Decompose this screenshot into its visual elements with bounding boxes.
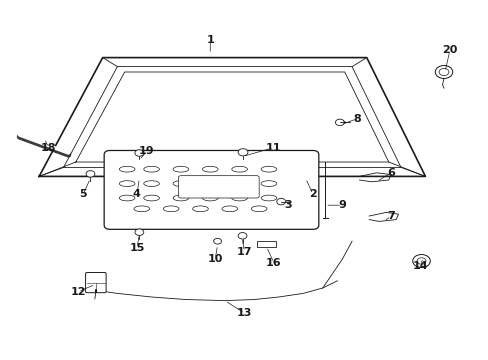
FancyBboxPatch shape — [85, 273, 106, 293]
Ellipse shape — [143, 181, 159, 186]
Ellipse shape — [261, 195, 276, 201]
Ellipse shape — [231, 181, 247, 186]
Circle shape — [412, 255, 429, 267]
Text: 19: 19 — [139, 146, 154, 156]
Text: 1: 1 — [206, 35, 214, 45]
Ellipse shape — [119, 195, 135, 201]
Ellipse shape — [202, 181, 218, 186]
Circle shape — [438, 68, 448, 76]
Text: 9: 9 — [338, 200, 346, 210]
Circle shape — [335, 119, 344, 126]
Ellipse shape — [192, 206, 208, 212]
Circle shape — [86, 171, 95, 177]
Text: 12: 12 — [70, 287, 86, 297]
Ellipse shape — [202, 195, 218, 201]
Text: 14: 14 — [412, 261, 427, 271]
Circle shape — [238, 149, 247, 156]
Ellipse shape — [173, 195, 188, 201]
FancyBboxPatch shape — [104, 150, 318, 229]
Ellipse shape — [134, 206, 149, 212]
Circle shape — [416, 258, 425, 264]
Ellipse shape — [163, 206, 179, 212]
Ellipse shape — [143, 195, 159, 201]
Text: 3: 3 — [284, 200, 292, 210]
Ellipse shape — [222, 206, 237, 212]
Text: 2: 2 — [308, 189, 316, 199]
Ellipse shape — [251, 206, 266, 212]
Circle shape — [135, 229, 143, 235]
Text: 17: 17 — [236, 247, 252, 257]
Text: 8: 8 — [352, 114, 360, 124]
Text: 4: 4 — [133, 189, 141, 199]
Ellipse shape — [143, 166, 159, 172]
Circle shape — [434, 66, 452, 78]
Ellipse shape — [261, 166, 276, 172]
Circle shape — [135, 150, 143, 156]
Text: 13: 13 — [236, 308, 252, 318]
Text: 18: 18 — [41, 143, 57, 153]
Ellipse shape — [231, 166, 247, 172]
Ellipse shape — [119, 166, 135, 172]
Text: 15: 15 — [129, 243, 144, 253]
Ellipse shape — [261, 181, 276, 186]
Circle shape — [276, 198, 285, 205]
Text: 6: 6 — [386, 168, 394, 178]
Bar — [257, 241, 275, 247]
Circle shape — [238, 233, 246, 239]
Text: 11: 11 — [265, 143, 281, 153]
Text: 20: 20 — [441, 45, 457, 55]
Text: 16: 16 — [265, 258, 281, 268]
Ellipse shape — [202, 166, 218, 172]
Circle shape — [213, 238, 221, 244]
Text: 7: 7 — [386, 211, 394, 221]
Ellipse shape — [119, 181, 135, 186]
Ellipse shape — [231, 195, 247, 201]
FancyBboxPatch shape — [178, 176, 259, 198]
Text: 5: 5 — [79, 189, 87, 199]
Ellipse shape — [173, 181, 188, 186]
Ellipse shape — [173, 166, 188, 172]
Text: 10: 10 — [207, 254, 223, 264]
